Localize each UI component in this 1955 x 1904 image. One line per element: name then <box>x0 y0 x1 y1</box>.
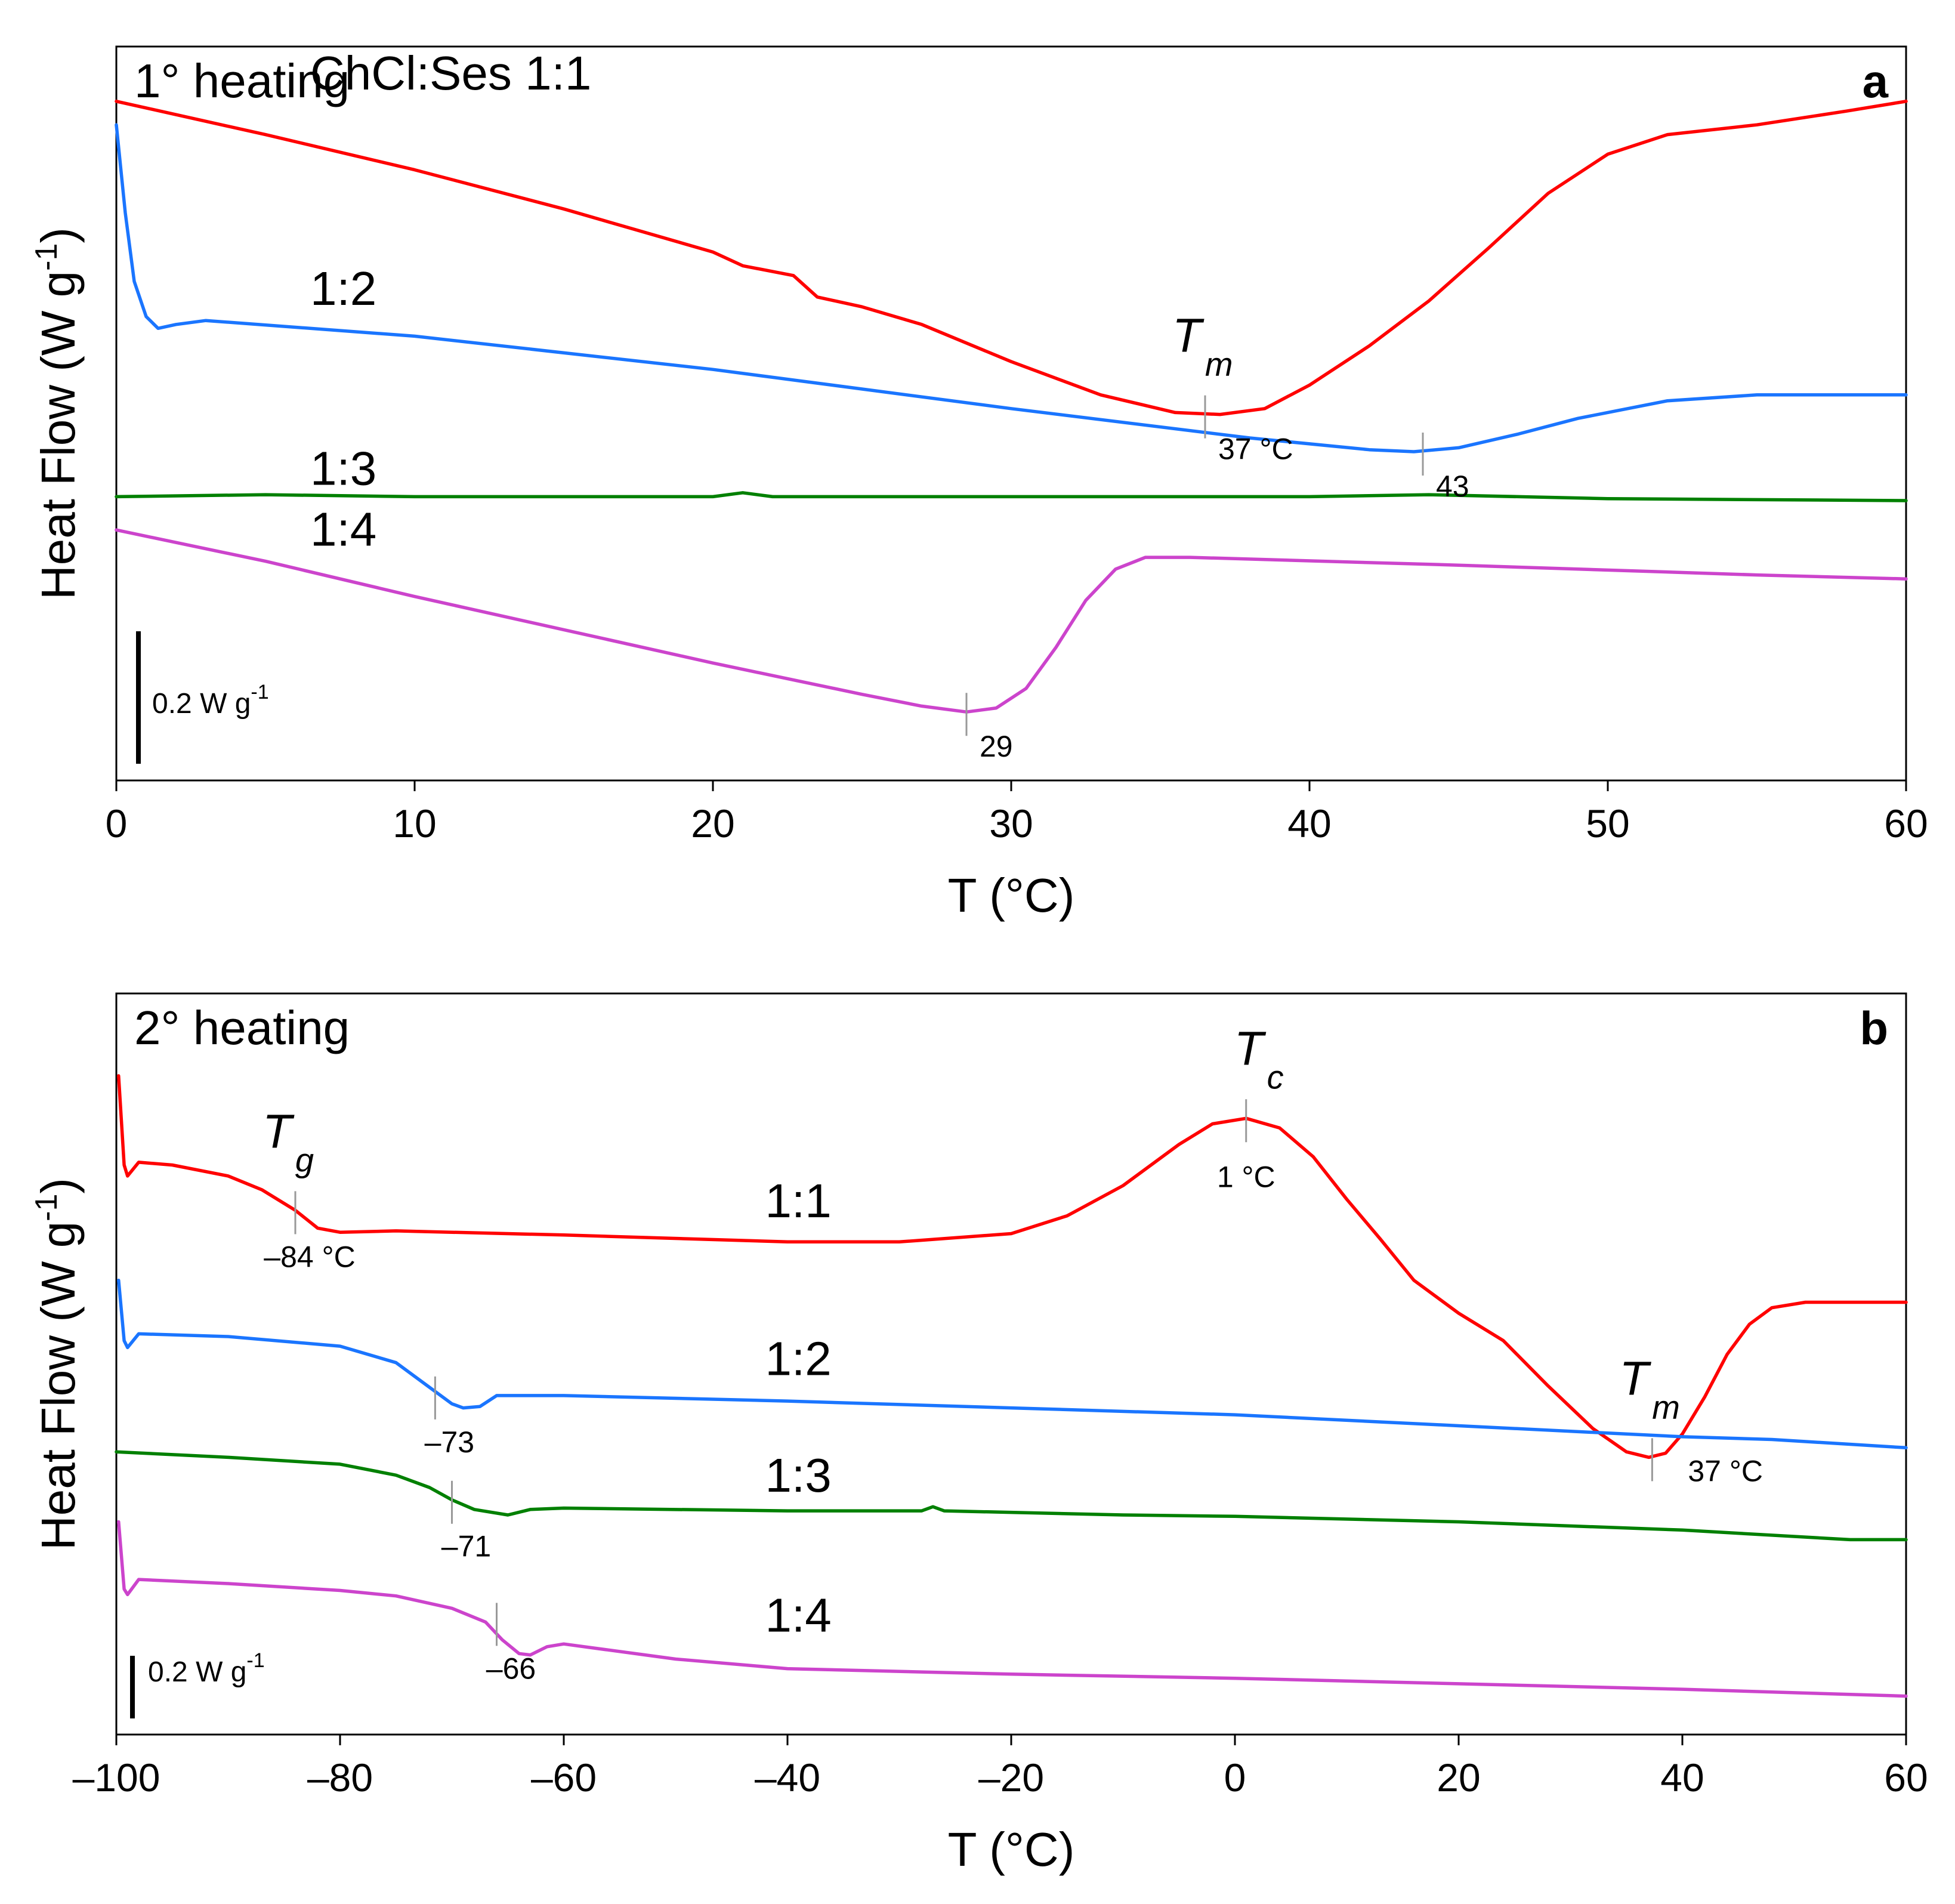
scale-bar: 0.2 W g-1 <box>130 1649 265 1718</box>
series-label: 1:3 <box>310 442 376 495</box>
scale-bar-label-superscript: -1 <box>251 681 268 703</box>
transition-value-label: 1 °C <box>1217 1160 1275 1193</box>
series-labels: ChCl:Ses 1:1 1:2 1:3 1:4 <box>310 47 591 556</box>
transition-value-label: –71 <box>441 1530 491 1563</box>
series-label: 1:2 <box>310 262 376 315</box>
x-tick-label: 60 <box>1884 801 1928 845</box>
series-curves <box>115 100 1908 714</box>
transition-symbol-main: T <box>1234 1022 1267 1075</box>
scale-bar-label-main: 0.2 W g <box>148 1656 246 1688</box>
y-axis-title-superscript: -1 <box>29 243 64 271</box>
y-axis-title: Heat Flow (W g-1) <box>29 1178 85 1550</box>
y-axis-title-main: Heat Flow (W g <box>32 1221 85 1550</box>
series-line-chcl-ses-1-1 <box>115 100 1908 416</box>
transition-value-label: –84 °C <box>264 1240 355 1273</box>
x-tick-label: –60 <box>531 1755 597 1800</box>
transition-symbol: Tg <box>262 1104 314 1178</box>
x-axis-title: T (°C) <box>948 1823 1075 1876</box>
x-tick-label: –80 <box>307 1755 373 1800</box>
transition-value-label: 29 <box>980 730 1013 763</box>
panel-a: 0 10 20 30 40 50 60T (°C)Heat Flow (W g-1)1° h… <box>29 45 1928 922</box>
x-tick-label: 40 <box>1287 801 1331 845</box>
panel-letter: b <box>1860 1002 1888 1054</box>
transition-value-label: 37 °C <box>1688 1454 1763 1488</box>
y-axis-title-close: ) <box>32 227 85 243</box>
y-axis-title: Heat Flow (W g-1) <box>29 227 85 600</box>
panel-title: 1° heating <box>134 54 350 107</box>
scale-bar-label: 0.2 W g-1 <box>152 681 269 720</box>
y-axis-title-main: Heat Flow (W g <box>32 271 85 600</box>
series-labels: 1:1 1:2 1:3 1:4 <box>765 1174 832 1642</box>
transition-value-label: 37 °C <box>1218 433 1293 466</box>
transition-value-label: 43 <box>1436 470 1469 503</box>
x-axis: –100 –80 –60 –40 –20 0 20 40 60 <box>73 1735 1928 1800</box>
y-axis-title-superscript: -1 <box>29 1194 64 1221</box>
x-tick-label: 40 <box>1660 1755 1704 1800</box>
transition-symbol-subscript: g <box>295 1141 314 1178</box>
scale-bar-label-superscript: -1 <box>246 1649 264 1672</box>
scale-bar: 0.2 W g-1 <box>136 631 269 764</box>
series-line-1-4 <box>117 1520 1908 1698</box>
series-label: 1:2 <box>765 1332 832 1385</box>
transition-symbol-main: T <box>1619 1351 1651 1405</box>
panel-b: –100 –80 –60 –40 –20 0 20 40 60 T (°C) Heat Flow (… <box>29 992 1928 1876</box>
x-tick-label: 10 <box>393 801 436 845</box>
transition-symbol-main: T <box>262 1104 295 1158</box>
transition-symbol: Tm <box>1619 1351 1680 1425</box>
x-tick-label: 20 <box>691 801 734 845</box>
series-label: ChCl:Ses 1:1 <box>310 47 591 100</box>
series-label: 1:1 <box>765 1174 832 1227</box>
x-tick-label: 30 <box>989 801 1033 845</box>
y-axis-title-close: ) <box>32 1178 85 1194</box>
series-line-1-3 <box>115 1450 1908 1542</box>
transition-value-label: –66 <box>486 1652 536 1685</box>
x-tick-label: 0 <box>106 801 128 845</box>
transition-symbol-subscript: c <box>1267 1058 1284 1096</box>
transition-symbol: Tm <box>1172 309 1233 383</box>
x-tick-label: –20 <box>978 1755 1044 1800</box>
x-tick-label: –100 <box>73 1755 160 1800</box>
x-tick-label: 20 <box>1437 1755 1480 1800</box>
x-axis-title: T (°C) <box>948 869 1075 922</box>
x-tick-label: 50 <box>1586 801 1629 845</box>
transition-annotations: 37 °C Tm 43 29 <box>965 309 1469 763</box>
transition-symbol-subscript: m <box>1205 345 1233 383</box>
series-line-1-2 <box>117 1278 1908 1450</box>
series-label: 1:4 <box>310 502 376 556</box>
scale-bar-label: 0.2 W g-1 <box>148 1649 265 1688</box>
panel-letter: a <box>1863 55 1889 107</box>
series-line-1-2 <box>115 123 1908 453</box>
transition-symbol-main: T <box>1172 309 1204 362</box>
transition-symbol: Tc <box>1234 1022 1284 1096</box>
scale-bar-label-main: 0.2 W g <box>152 688 251 720</box>
series-line-1-3 <box>115 491 1908 502</box>
series-label: 1:3 <box>765 1449 832 1502</box>
transition-value-label: –73 <box>425 1425 474 1459</box>
transition-symbol-subscript: m <box>1652 1388 1680 1425</box>
x-tick-label: 60 <box>1884 1755 1928 1800</box>
series-line-1-4 <box>115 528 1908 714</box>
x-tick-label: –40 <box>755 1755 820 1800</box>
panel-title: 2° heating <box>134 1001 350 1054</box>
x-axis: 0 10 20 30 40 50 60 <box>106 780 1928 845</box>
x-tick-label: 0 <box>1224 1755 1246 1800</box>
series-label: 1:4 <box>765 1589 832 1642</box>
